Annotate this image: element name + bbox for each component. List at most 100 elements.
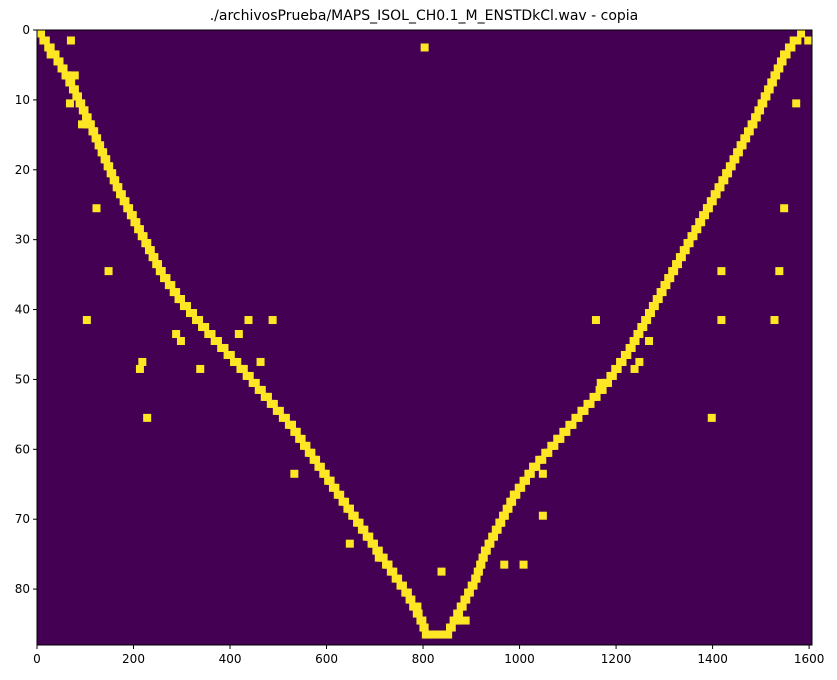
ascending-trace-cell [768, 78, 777, 87]
scattered-cell [538, 511, 547, 520]
descending-trace-cell [350, 511, 359, 520]
descending-trace-cell [207, 330, 216, 339]
descending-trace-cell [420, 623, 429, 632]
plot-area [36, 29, 813, 646]
y-tick-label: 10 [15, 93, 30, 107]
descending-trace-cell [389, 567, 398, 576]
ascending-trace-cell [778, 57, 787, 66]
descending-trace-cell [403, 588, 412, 597]
scattered-cell [770, 316, 779, 325]
ascending-trace-cell [756, 106, 765, 115]
ascending-trace-cell [586, 399, 595, 408]
descending-trace-cell [108, 169, 117, 178]
scattered-cell [596, 378, 605, 387]
ascending-trace-cell [497, 518, 506, 527]
ascending-trace-cell [752, 113, 761, 122]
x-tick-label: 1600 [794, 652, 825, 666]
ascending-trace-cell [580, 406, 589, 415]
scattered-cell [143, 413, 152, 422]
ascending-trace-cell [666, 274, 675, 283]
ascending-trace-cell [465, 588, 474, 597]
ascending-trace-cell [738, 141, 747, 150]
descending-trace-cell [312, 455, 321, 464]
scattered-cell [635, 357, 644, 366]
x-tick-label: 0 [33, 652, 41, 666]
descending-trace-cell [172, 288, 181, 297]
ascending-trace-cell [742, 134, 751, 143]
ascending-trace-cell [775, 64, 784, 73]
ascending-trace-cell [716, 183, 725, 192]
descending-trace-cell [105, 162, 114, 171]
descending-trace-cell [86, 120, 95, 129]
y-tick-label: 30 [15, 233, 30, 247]
scattered-cell [70, 71, 79, 80]
descending-trace-cell [67, 78, 76, 87]
descending-trace-cell [80, 106, 89, 115]
y-tick-label: 20 [15, 163, 30, 177]
descending-trace-cell [150, 253, 159, 262]
descending-trace-cell [233, 357, 242, 366]
descending-trace-cell [269, 399, 278, 408]
ascending-trace-cell [712, 190, 721, 199]
descending-trace-cell [125, 204, 134, 213]
descending-trace-cell [414, 609, 423, 618]
descending-trace-cell [132, 218, 141, 227]
descending-trace-cell [275, 406, 284, 415]
descending-trace-cell [70, 85, 79, 94]
ascending-trace-cell [479, 553, 488, 562]
descending-trace-cell [369, 539, 378, 548]
descending-trace-cell [326, 476, 335, 485]
ascending-trace-cell [521, 476, 530, 485]
y-tick-label: 60 [15, 442, 30, 456]
scattered-cell [172, 330, 181, 339]
x-tick-label: 1400 [697, 652, 728, 666]
scattered-cell [50, 50, 59, 59]
ascending-trace-cell [658, 288, 667, 297]
descending-trace-cell [83, 113, 92, 122]
descending-trace-cell [213, 337, 222, 345]
descending-trace-cell [239, 364, 248, 373]
ascending-trace-cell [650, 302, 659, 311]
descending-trace-cell [341, 497, 350, 506]
descending-trace-cell [220, 343, 229, 352]
ascending-trace-cell [469, 581, 478, 590]
descending-trace-cell [157, 267, 166, 276]
ascending-trace-cell [623, 350, 632, 359]
scattered-cell [717, 267, 726, 276]
descending-trace-cell [117, 190, 126, 199]
scattered-cell [374, 553, 383, 562]
ascending-trace-cell [734, 148, 743, 157]
ascending-trace-cell [731, 155, 740, 164]
ascending-trace-cell [670, 267, 679, 276]
descending-trace-cell [114, 183, 123, 192]
ascending-trace-cell [550, 441, 559, 450]
ascending-trace-cell [508, 497, 517, 506]
descending-trace-cell [77, 99, 86, 108]
scattered-cell [345, 539, 354, 548]
ascending-trace-cell [447, 623, 456, 632]
ascending-trace-cell [673, 260, 682, 269]
ascending-trace-cell [504, 504, 513, 513]
ascending-trace-cell [762, 92, 771, 101]
ascending-trace-cell [477, 560, 486, 569]
scattered-cell [591, 316, 600, 325]
ascending-trace-cell [627, 343, 636, 352]
scattered-cell [82, 316, 91, 325]
scattered-cell [104, 267, 113, 276]
descending-trace-cell [407, 595, 416, 604]
plot-background [37, 30, 812, 645]
scattered-cell [437, 567, 446, 576]
ascending-trace-cell [574, 413, 583, 422]
ascending-trace-cell [493, 525, 502, 534]
descending-trace-cell [59, 64, 68, 73]
descending-trace-cell [146, 246, 155, 255]
ascending-trace-cell [727, 162, 736, 171]
scattered-cell [244, 316, 253, 325]
descending-trace-cell [139, 232, 148, 241]
descending-trace-cell [263, 392, 272, 401]
ascending-trace-cell [613, 364, 622, 373]
scattered-cell [135, 364, 144, 373]
scattered-cell [707, 413, 716, 422]
scattered-cell [543, 448, 552, 457]
